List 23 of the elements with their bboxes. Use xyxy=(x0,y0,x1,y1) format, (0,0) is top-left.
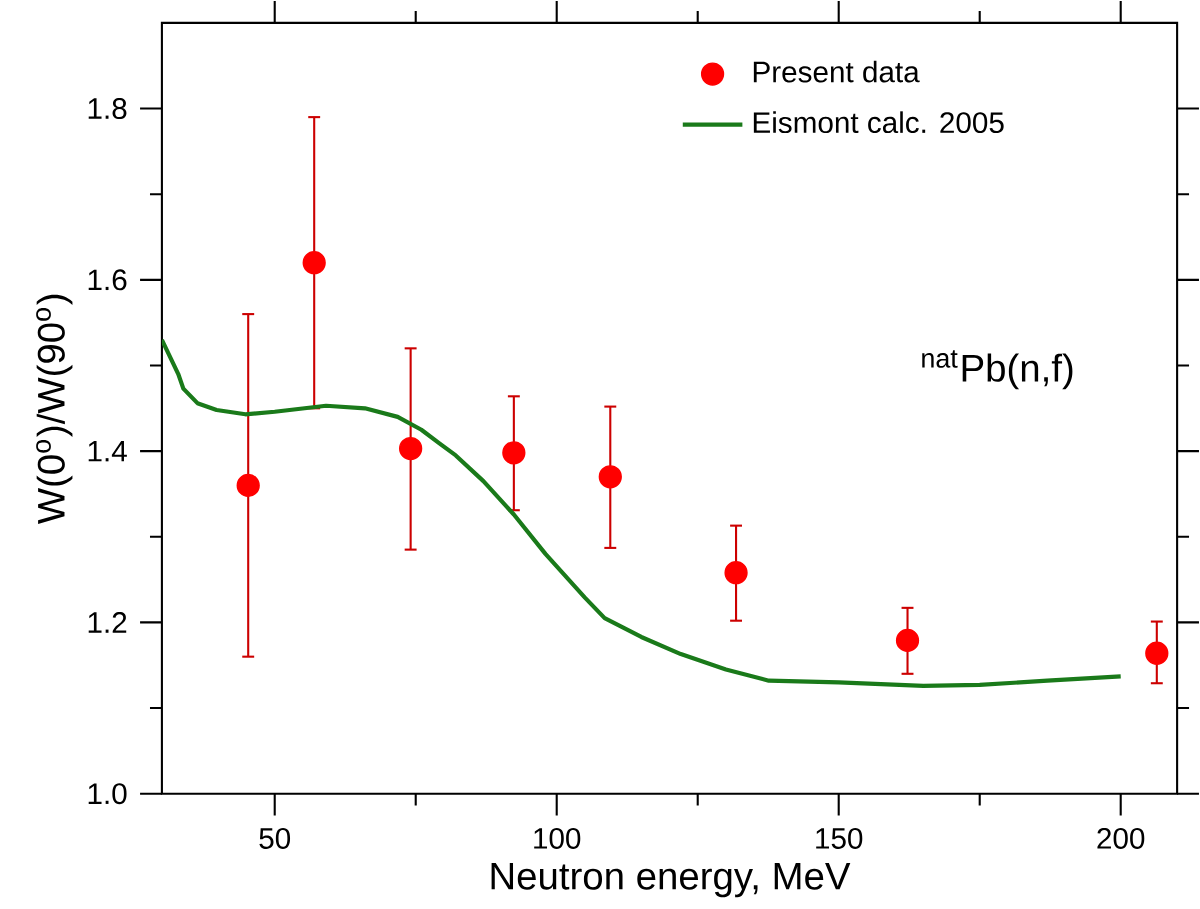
legend-label: Present data xyxy=(753,60,920,83)
x-tick-label: 50 xyxy=(259,827,291,849)
point xyxy=(502,441,526,465)
point xyxy=(895,628,920,653)
x-tick-label: 100 xyxy=(534,827,581,849)
point xyxy=(598,465,622,489)
annotation: $^{nat}$Pb(n,f) xyxy=(922,350,1073,390)
line-series xyxy=(161,337,1123,688)
x-tick-label: 200 xyxy=(1097,827,1145,849)
y-axis-title: W(0$^{o}$)/W(90$^{o}$) xyxy=(36,294,73,525)
point xyxy=(236,473,260,498)
y-tick-label: 1.8 xyxy=(88,98,127,120)
point xyxy=(1145,641,1169,665)
y-tick-label: 1.4 xyxy=(88,440,127,462)
x-tick-label: 150 xyxy=(816,827,863,849)
x-axis-title: Neutron energy, MeV xyxy=(491,862,851,898)
point xyxy=(302,251,326,275)
y-tick-label: 1.2 xyxy=(88,612,127,633)
y-tick-label: 1.0 xyxy=(88,783,127,805)
legend-label: Eismont calc. 2005 xyxy=(753,111,1004,134)
y-tick-label: 1.6 xyxy=(88,269,127,291)
point xyxy=(724,561,748,585)
point xyxy=(399,436,423,461)
